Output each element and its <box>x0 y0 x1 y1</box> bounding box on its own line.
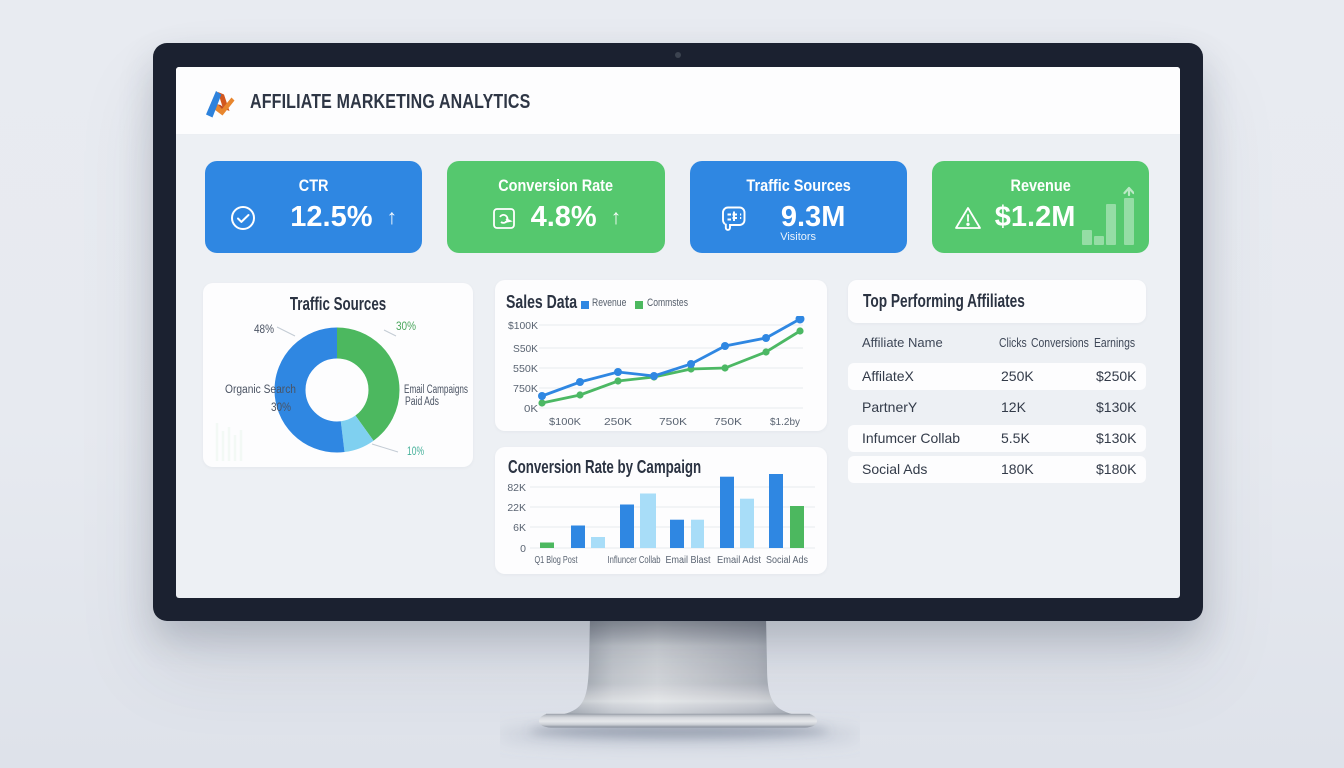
svg-text:Influncer Collab: Influncer Collab <box>608 555 661 566</box>
svg-text:0: 0 <box>520 543 526 555</box>
svg-text:30%: 30% <box>396 321 416 333</box>
svg-text:$100K: $100K <box>508 320 538 332</box>
svg-text:22K: 22K <box>507 502 526 514</box>
svg-text:Q1 Blog Post: Q1 Blog Post <box>535 555 578 566</box>
svg-text:Paid Ads: Paid Ads <box>405 396 439 408</box>
svg-text:82K: 82K <box>507 482 526 494</box>
svg-text:Email Campaigns: Email Campaigns <box>404 384 468 396</box>
svg-text:750K: 750K <box>659 416 687 428</box>
svg-text:Email Adst: Email Adst <box>717 555 761 566</box>
svg-text:250K: 250K <box>604 416 632 428</box>
svg-text:Organic Search: Organic Search <box>225 384 296 396</box>
svg-text:750K: 750K <box>714 416 742 428</box>
svg-text:0K: 0K <box>524 403 538 415</box>
svg-text:Email Blast: Email Blast <box>666 555 711 566</box>
svg-text:10%: 10% <box>407 446 424 458</box>
svg-text:6K: 6K <box>513 522 526 534</box>
svg-text:750K: 750K <box>513 383 538 395</box>
svg-text:Social Ads: Social Ads <box>766 555 808 566</box>
svg-text:$1.2by: $1.2by <box>770 416 801 428</box>
svg-text:550K: 550K <box>513 363 538 375</box>
svg-text:$100K: $100K <box>549 416 581 428</box>
svg-text:S50K: S50K <box>513 343 538 355</box>
svg-text:30%: 30% <box>271 402 291 414</box>
svg-text:48%: 48% <box>254 324 274 336</box>
